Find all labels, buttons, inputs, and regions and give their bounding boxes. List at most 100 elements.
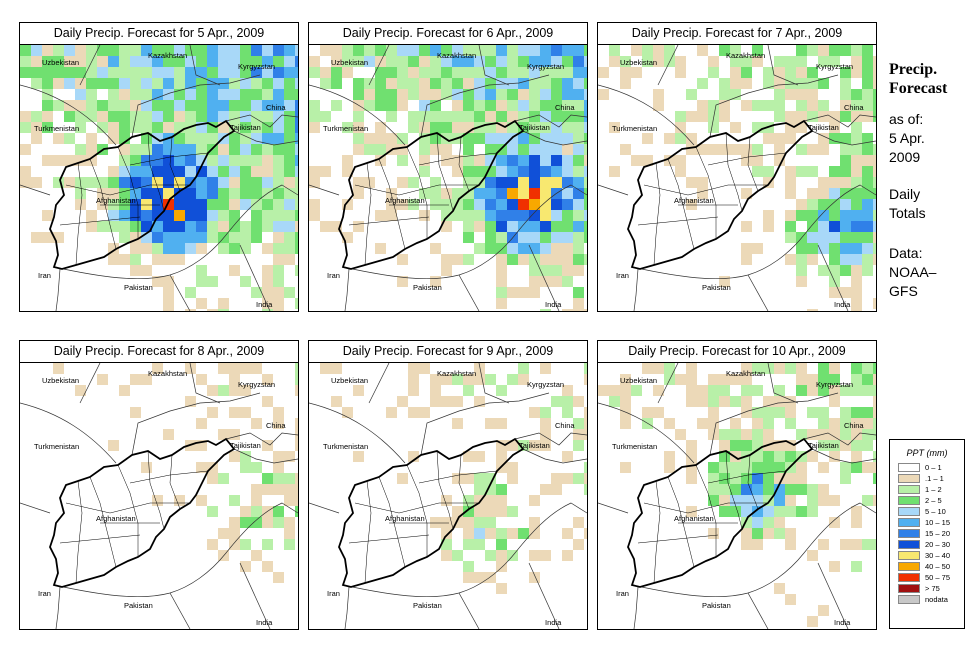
- legend-swatch: [898, 496, 920, 505]
- precip-map-svg: Uzbekistan Kazakhstan Kyrgyzstan China Turkm…: [598, 363, 876, 629]
- country-label-kyrgyzstan: Kyrgyzstan: [527, 380, 564, 389]
- country-label-kazakhstan: Kazakhstan: [726, 51, 765, 60]
- sidebar-title-line2: Forecast: [889, 79, 947, 98]
- country-border: [523, 449, 587, 463]
- forecast-panel-apr-5: Daily Precip. Forecast for 5 Apr., 2009 …: [19, 22, 299, 312]
- country-border: [598, 503, 628, 513]
- country-border: [812, 449, 876, 463]
- legend-item: .1 – 1: [890, 473, 964, 484]
- panel-title: Daily Precip. Forecast for 9 Apr., 2009: [309, 341, 587, 363]
- province-border: [66, 503, 190, 513]
- legend-label: 20 – 30: [925, 539, 950, 550]
- country-label-china: China: [266, 421, 286, 430]
- country-label-tajikistan: Tajikistan: [808, 441, 839, 450]
- asof-date-line2: 2009: [889, 148, 925, 167]
- country-label-tajikistan: Tajikistan: [519, 123, 550, 132]
- country-border: [748, 593, 768, 629]
- country-label-kazakhstan: Kazakhstan: [148, 51, 187, 60]
- province-border: [654, 163, 660, 265]
- legend-swatch: [898, 562, 920, 571]
- legend-item: 10 – 15: [890, 517, 964, 528]
- legend-item: 0 – 1: [890, 462, 964, 473]
- forecast-panel-apr-7: Daily Precip. Forecast for 7 Apr., 2009 …: [597, 22, 877, 312]
- precip-map-svg: Uzbekistan Kazakhstan Kyrgyzstan China Turkm…: [309, 45, 587, 311]
- legend-swatch: [898, 474, 920, 483]
- country-label-afghanistan: Afghanistan: [674, 514, 714, 523]
- province-border: [638, 217, 718, 225]
- province-border: [654, 481, 660, 583]
- sidebar-data-source: Data: NOAA– GFS: [889, 244, 936, 301]
- country-border: [309, 185, 339, 195]
- province-border: [349, 535, 429, 543]
- country-label-kyrgyzstan: Kyrgyzstan: [816, 380, 853, 389]
- country-label-tajikistan: Tajikistan: [519, 441, 550, 450]
- asof-date-line1: 5 Apr.: [889, 129, 925, 148]
- legend-item: 40 – 50: [890, 561, 964, 572]
- country-label-china: China: [555, 421, 575, 430]
- country-label-pakistan: Pakistan: [413, 283, 442, 292]
- precip-map-svg: Uzbekistan Kazakhstan Kyrgyzstan China Turkm…: [20, 45, 298, 311]
- province-border: [365, 481, 371, 583]
- province-border: [638, 535, 718, 543]
- country-border: [748, 275, 768, 311]
- country-label-pakistan: Pakistan: [702, 601, 731, 610]
- precip-map: Uzbekistan Kazakhstan Kyrgyzstan China Turkm…: [309, 45, 587, 311]
- country-border: [634, 587, 638, 629]
- panel-title: Daily Precip. Forecast for 5 Apr., 2009: [20, 23, 298, 45]
- country-label-india: India: [256, 300, 273, 309]
- legend-label: 40 – 50: [925, 561, 950, 572]
- country-border: [56, 587, 60, 629]
- country-label-kazakhstan: Kazakhstan: [148, 369, 187, 378]
- country-label-tajikistan: Tajikistan: [230, 441, 261, 450]
- country-label-india: India: [545, 618, 562, 627]
- legend-swatch: [898, 551, 920, 560]
- panel-title: Daily Precip. Forecast for 10 Apr., 2009: [598, 341, 876, 363]
- sidebar-asof: as of: 5 Apr. 2009: [889, 110, 925, 167]
- country-label-kyrgyzstan: Kyrgyzstan: [527, 62, 564, 71]
- country-border: [345, 587, 349, 629]
- legend-label: > 75: [925, 583, 940, 594]
- legend-swatch: [898, 540, 920, 549]
- legend-item: 5 – 10: [890, 506, 964, 517]
- country-border: [170, 593, 190, 629]
- country-label-afghanistan: Afghanistan: [385, 514, 425, 523]
- province-border: [118, 465, 138, 557]
- forecast-panel-apr-8: Daily Precip. Forecast for 8 Apr., 2009 …: [19, 340, 299, 630]
- precip-map: Uzbekistan Kazakhstan Kyrgyzstan China Turkm…: [20, 363, 298, 629]
- country-border: [56, 269, 60, 311]
- country-label-turkmenistan: Turkmenistan: [34, 124, 79, 133]
- country-label-iran: Iran: [327, 271, 340, 280]
- data-line3: GFS: [889, 282, 936, 301]
- country-label-china: China: [266, 103, 286, 112]
- ppt-legend: PPT (mm) 0 – 1.1 – 11 – 22 – 55 – 10 10 –…: [889, 439, 965, 629]
- country-label-uzbekistan: Uzbekistan: [620, 58, 657, 67]
- legend-item: 20 – 30: [890, 539, 964, 550]
- panel-title: Daily Precip. Forecast for 8 Apr., 2009: [20, 341, 298, 363]
- country-border: [369, 363, 389, 403]
- country-label-pakistan: Pakistan: [124, 283, 153, 292]
- country-label-kyrgyzstan: Kyrgyzstan: [238, 380, 275, 389]
- country-label-iran: Iran: [38, 271, 51, 280]
- country-label-kyrgyzstan: Kyrgyzstan: [238, 62, 275, 71]
- country-label-india: India: [834, 300, 851, 309]
- legend-label: 10 – 15: [925, 517, 950, 528]
- precip-map-svg: Uzbekistan Kazakhstan Kyrgyzstan China Turkm…: [598, 45, 876, 311]
- country-label-kazakhstan: Kazakhstan: [437, 51, 476, 60]
- legend-label: 2 – 5: [925, 495, 942, 506]
- asof-label: as of:: [889, 110, 925, 129]
- period-line2: Totals: [889, 204, 926, 223]
- country-label-pakistan: Pakistan: [702, 283, 731, 292]
- country-label-china: China: [844, 103, 864, 112]
- legend-label: 0 – 1: [925, 462, 942, 473]
- legend-label: 5 – 10: [925, 506, 946, 517]
- country-label-iran: Iran: [616, 271, 629, 280]
- panel-title: Daily Precip. Forecast for 6 Apr., 2009: [309, 23, 587, 45]
- legend-label: 15 – 20: [925, 528, 950, 539]
- legend-rows: 0 – 1 .1 – 1 1 – 2 2 – 5 5 – 10 10 – 15 15 – 2…: [890, 462, 964, 605]
- country-label-china: China: [844, 421, 864, 430]
- precip-grid: [53, 363, 298, 583]
- panel-title: Daily Precip. Forecast for 7 Apr., 2009: [598, 23, 876, 45]
- sidebar-title: Precip. Forecast: [889, 60, 947, 98]
- legend-swatch: [898, 463, 920, 472]
- country-label-turkmenistan: Turkmenistan: [323, 124, 368, 133]
